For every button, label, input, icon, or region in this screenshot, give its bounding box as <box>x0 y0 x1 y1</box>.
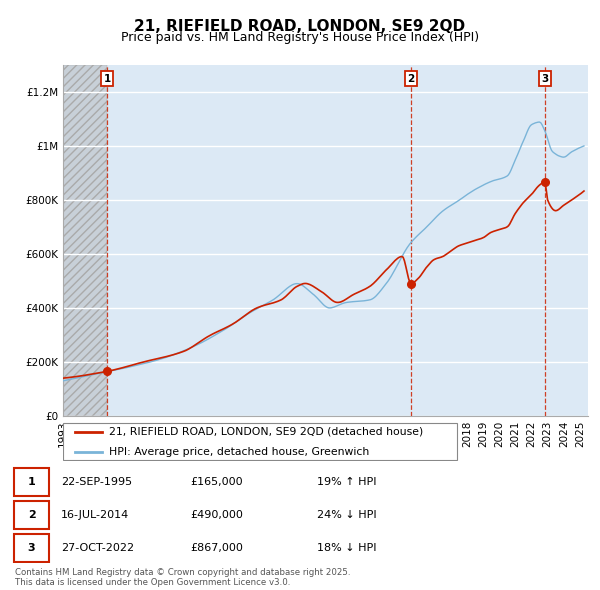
Text: 16-JUL-2014: 16-JUL-2014 <box>61 510 129 520</box>
Text: 3: 3 <box>541 74 548 84</box>
Text: Contains HM Land Registry data © Crown copyright and database right 2025.
This d: Contains HM Land Registry data © Crown c… <box>15 568 350 587</box>
Text: 18% ↓ HPI: 18% ↓ HPI <box>317 543 377 553</box>
Text: 2: 2 <box>407 74 415 84</box>
Text: Price paid vs. HM Land Registry's House Price Index (HPI): Price paid vs. HM Land Registry's House … <box>121 31 479 44</box>
Text: 19% ↑ HPI: 19% ↑ HPI <box>317 477 377 487</box>
Text: 2: 2 <box>28 510 35 520</box>
FancyBboxPatch shape <box>63 422 457 460</box>
FancyBboxPatch shape <box>14 534 49 562</box>
Text: 1: 1 <box>103 74 111 84</box>
Text: 22-SEP-1995: 22-SEP-1995 <box>61 477 132 487</box>
Text: £165,000: £165,000 <box>191 477 243 487</box>
Text: 21, RIEFIELD ROAD, LONDON, SE9 2QD: 21, RIEFIELD ROAD, LONDON, SE9 2QD <box>134 19 466 34</box>
Text: HPI: Average price, detached house, Greenwich: HPI: Average price, detached house, Gree… <box>109 447 370 457</box>
Text: 24% ↓ HPI: 24% ↓ HPI <box>317 510 377 520</box>
FancyBboxPatch shape <box>14 467 49 496</box>
Text: £867,000: £867,000 <box>191 543 244 553</box>
Text: 3: 3 <box>28 543 35 553</box>
FancyBboxPatch shape <box>14 501 49 529</box>
Text: 21, RIEFIELD ROAD, LONDON, SE9 2QD (detached house): 21, RIEFIELD ROAD, LONDON, SE9 2QD (deta… <box>109 427 424 437</box>
Text: 1: 1 <box>28 477 35 487</box>
Text: £490,000: £490,000 <box>191 510 244 520</box>
Bar <box>63 65 107 416</box>
Text: 27-OCT-2022: 27-OCT-2022 <box>61 543 134 553</box>
